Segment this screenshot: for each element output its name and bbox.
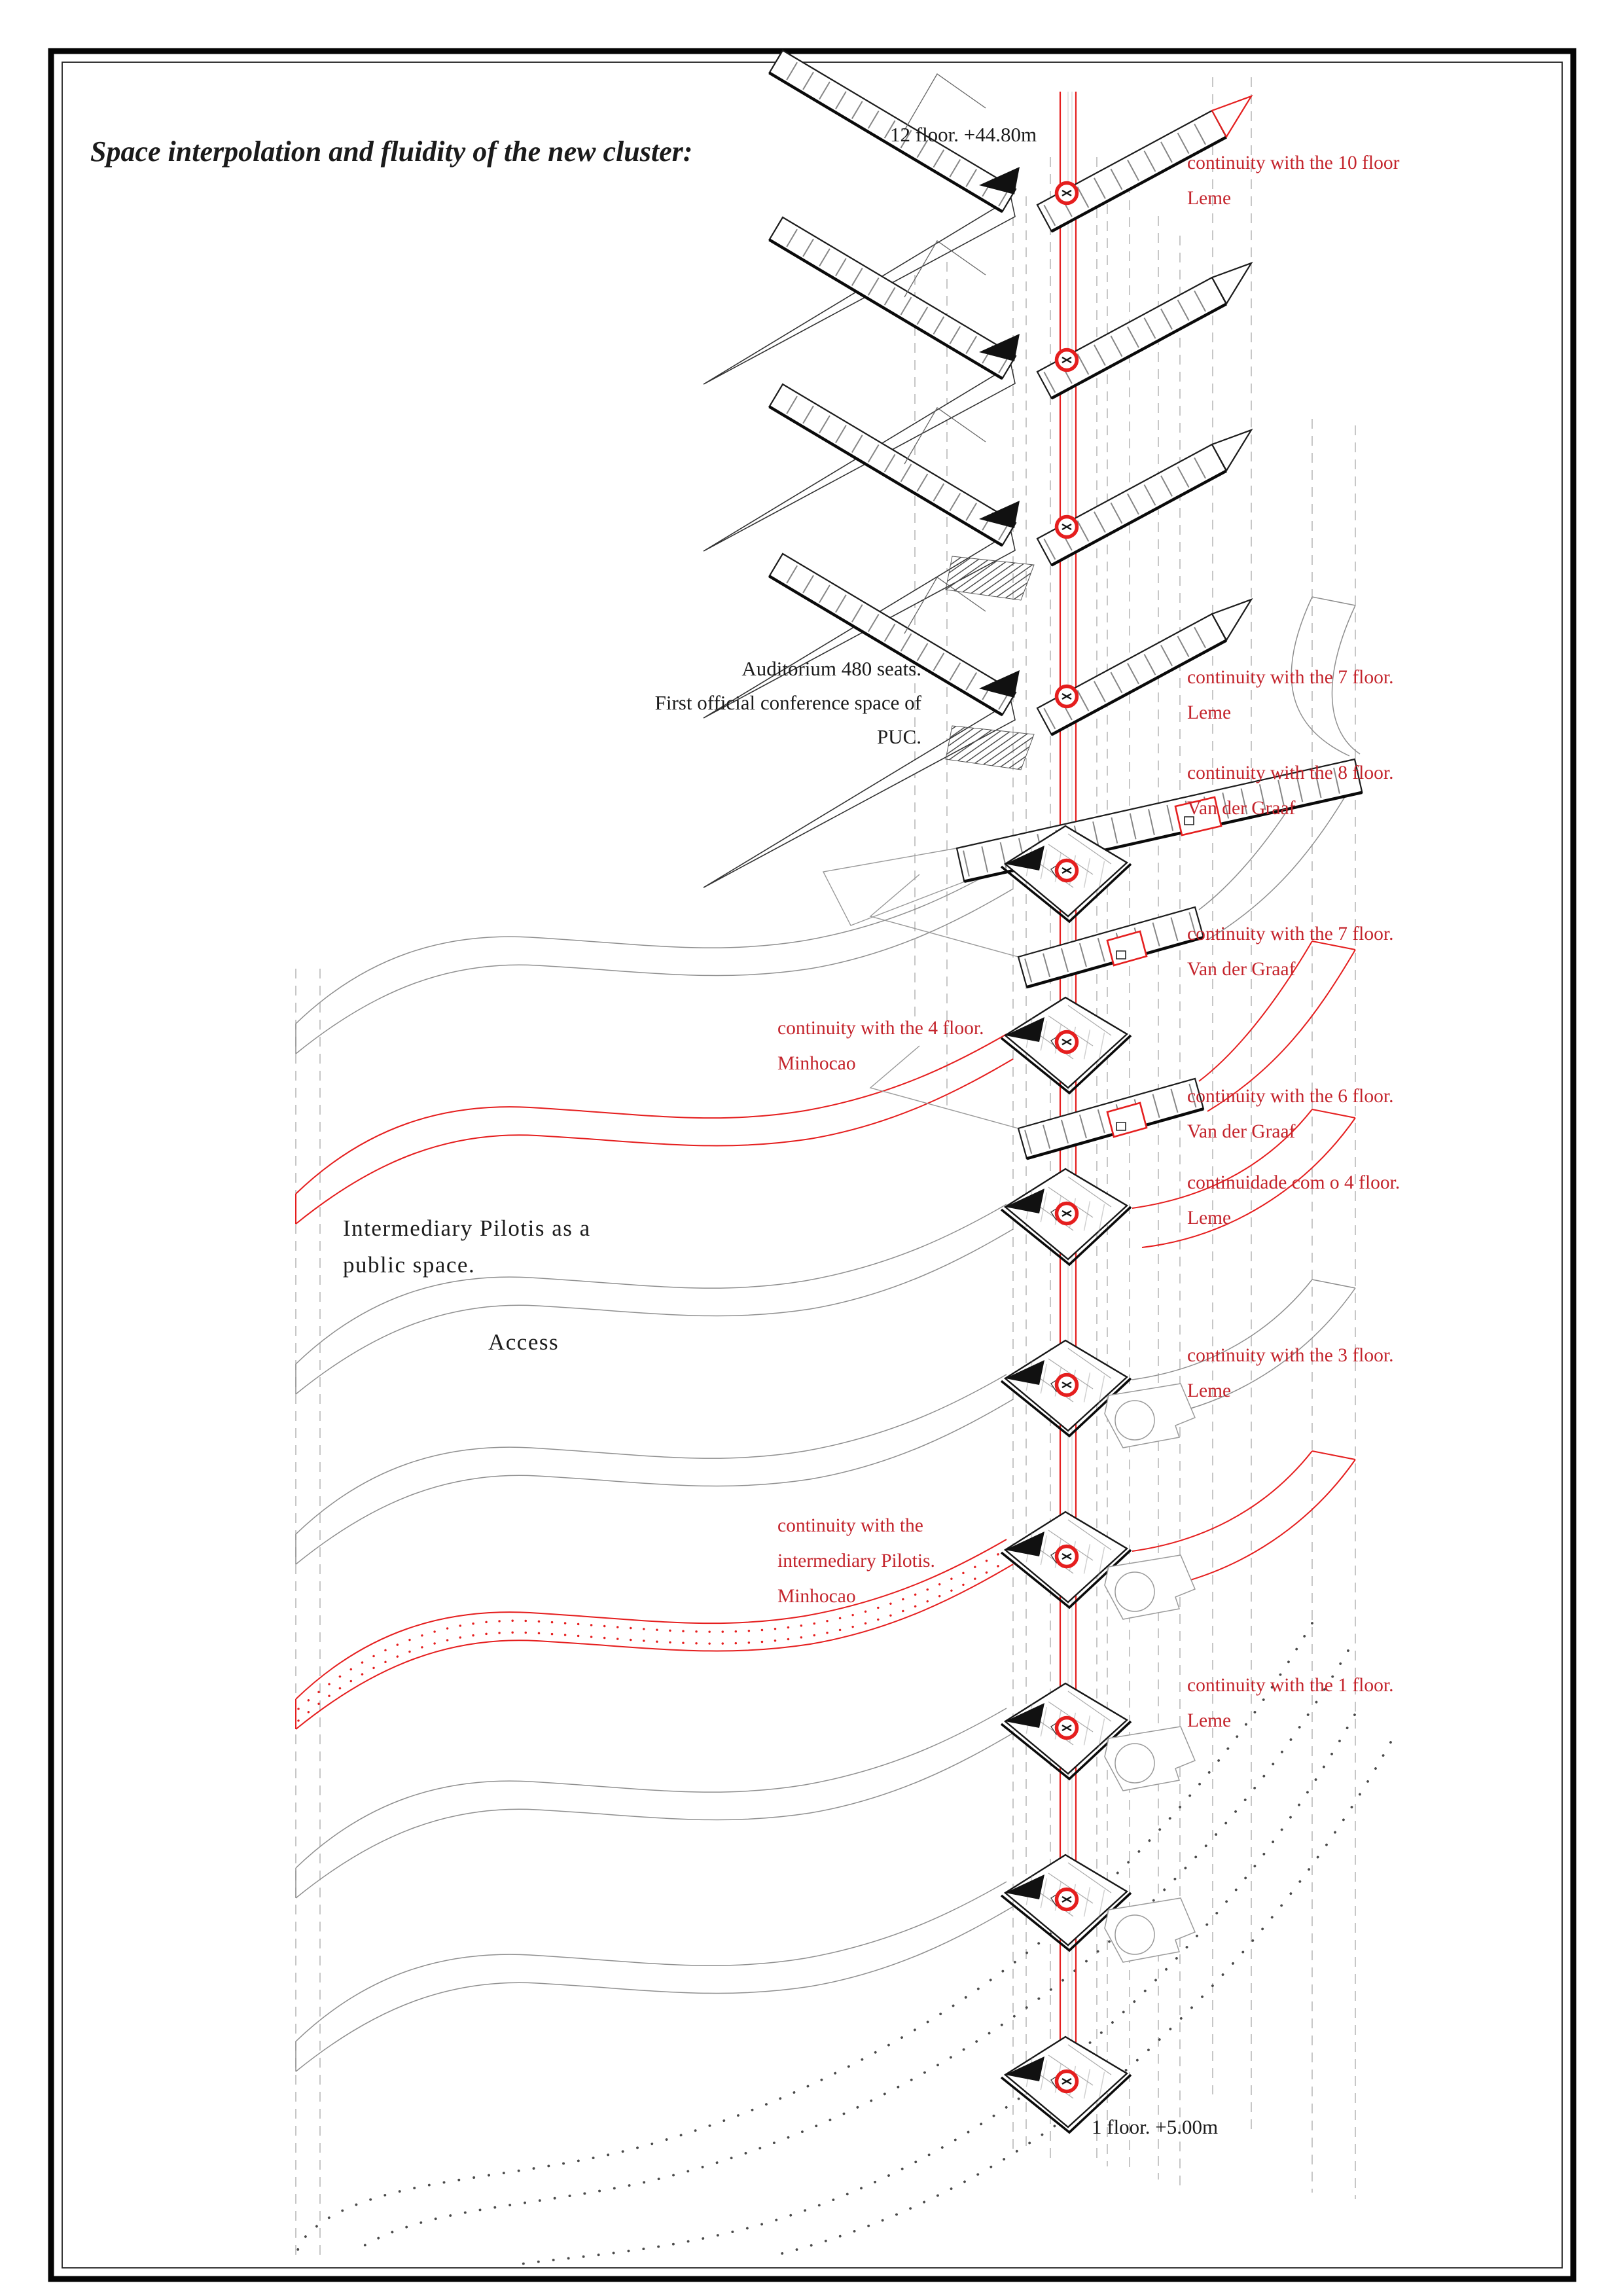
- page-title: Space interpolation and fluidity of the …: [90, 135, 692, 168]
- continuity-ramp-bands: [1132, 596, 1361, 1591]
- ribbon-dotted-red: [295, 1539, 1014, 1730]
- ramp-gray: [1291, 596, 1361, 757]
- floor-plate-7: [869, 874, 1205, 989]
- floor-plate-diamond: [1000, 1854, 1132, 1952]
- note-continuidade-4-floor: continuidade com o 4 floor.: [1187, 1172, 1400, 1193]
- ribbon-gray: [295, 863, 1014, 1054]
- lecture-hall-outline: [1104, 1897, 1196, 1963]
- note-continuity-4-floor: continuity with the 4 floor.: [777, 1018, 984, 1039]
- note-continuity-7-floor-vdg: Van der Graaf: [1187, 959, 1296, 980]
- note-continuity-7-floor-leme: continuity with the 7 floor.: [1187, 667, 1393, 688]
- ramp-red: [1198, 941, 1356, 1112]
- note-continuity-3-floor: continuity with the 3 floor.: [1187, 1345, 1393, 1366]
- page-border: [48, 48, 1577, 2282]
- ribbon-gray: [295, 1204, 1014, 1395]
- note-continuity-4-floor: Minhocao: [777, 1053, 856, 1074]
- ribbon-red: [295, 1033, 1014, 1225]
- note-continuity-6-floor: Van der Graaf: [1187, 1121, 1296, 1142]
- label-auditorium: Auditorium 480 seats.: [741, 657, 921, 680]
- ribbon-gray: [295, 1374, 1014, 1565]
- floor-plate-diamond: [1000, 1682, 1132, 1781]
- note-continuity-7-floor-leme: Leme: [1187, 702, 1231, 723]
- ground-ribbon-curves: [295, 863, 1014, 2072]
- lecture-hall-outline: [1104, 1383, 1196, 1448]
- label-intermediary-pilotis: Intermediary Pilotis as a: [343, 1215, 591, 1241]
- note-continuity-10-floor: Leme: [1187, 188, 1231, 209]
- lecture-hall-outline: [1104, 1554, 1196, 1620]
- note-continuidade-4-floor: Leme: [1187, 1208, 1231, 1229]
- note-continuity-7-floor-vdg: continuity with the 7 floor.: [1187, 924, 1393, 944]
- label-auditorium: First official conference space of: [655, 691, 922, 714]
- dotted-trace-curves: [296, 1622, 1392, 2266]
- floor-plate-diamond: [1000, 996, 1132, 1095]
- note-continuity-10-floor: continuity with the 10 floor: [1187, 152, 1400, 173]
- floor-plate-6: [869, 1045, 1205, 1160]
- note-continuity-6-floor: continuity with the 6 floor.: [1187, 1086, 1393, 1107]
- exploded-floor-plates: [703, 49, 1363, 2134]
- label-floor-12-elevation: 12 floor. +44.80m: [890, 123, 1037, 146]
- ramp-red: [1132, 1109, 1356, 1248]
- note-continuity-8-floor: Van der Graaf: [1187, 798, 1296, 819]
- note-continuity-int-pilotis: Minhocao: [777, 1586, 856, 1607]
- note-continuity-int-pilotis: continuity with the: [777, 1515, 923, 1536]
- note-continuity-1-floor: Leme: [1187, 1710, 1231, 1731]
- label-intermediary-pilotis: public space.: [343, 1252, 475, 1278]
- label-floor-1-elevation: 1 floor. +5.00m: [1092, 2115, 1218, 2138]
- label-access: Access: [488, 1329, 559, 1355]
- annotation-labels: Space interpolation and fluidity of the …: [90, 123, 1400, 2138]
- ribbon-gray: [295, 1708, 1014, 1899]
- note-continuity-int-pilotis: intermediary Pilotis.: [777, 1551, 935, 1571]
- note-continuity-8-floor: continuity with the 8 floor.: [1187, 762, 1393, 783]
- lecture-hall-outline: [1104, 1726, 1196, 1791]
- floor-plate-9-auditorium: [703, 552, 1253, 888]
- ribbon-gray: [295, 1881, 1014, 2072]
- projection-guide-lines: [295, 77, 1356, 2261]
- note-continuity-3-floor: Leme: [1187, 1380, 1231, 1401]
- label-auditorium: PUC.: [877, 725, 921, 748]
- floor-plate-diamond: [1000, 2036, 1132, 2134]
- floor-plate-diamond: [1000, 1168, 1132, 1266]
- floor-plate-diamond: [1000, 825, 1132, 924]
- note-continuity-1-floor: continuity with the 1 floor.: [1187, 1675, 1393, 1696]
